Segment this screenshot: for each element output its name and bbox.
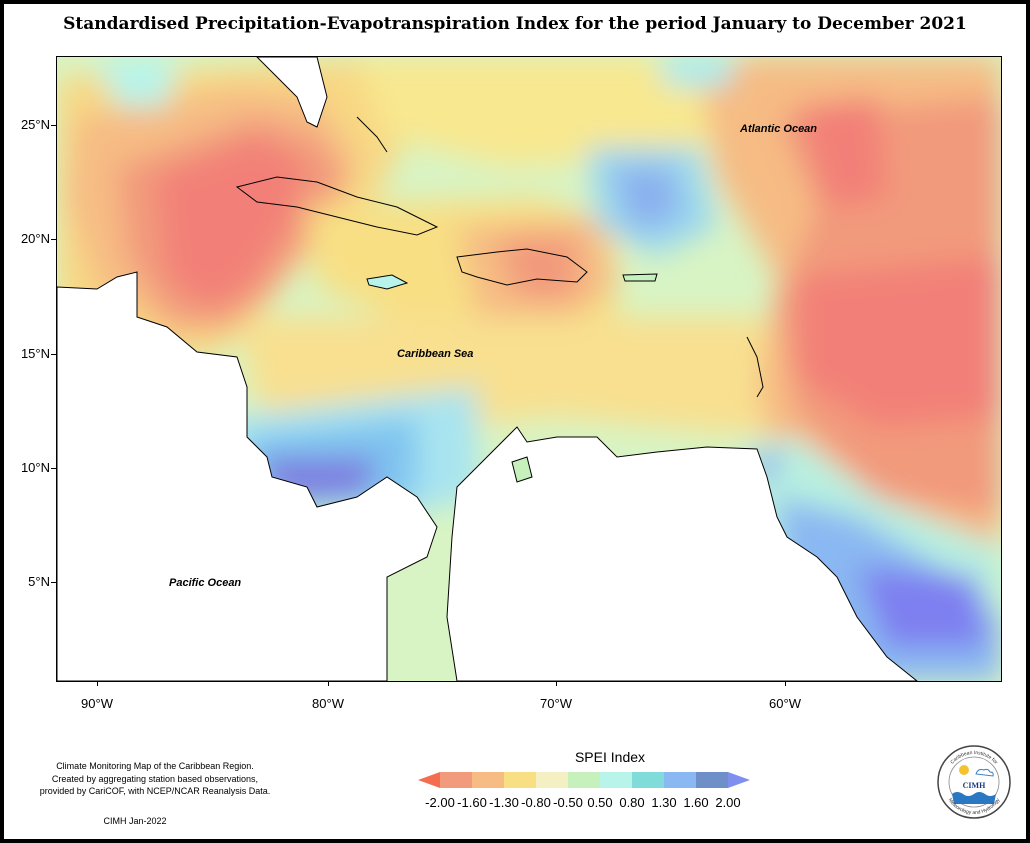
x-tick-label-70w: 70°W (540, 696, 572, 711)
legend-tick-label: 2.00 (715, 795, 741, 810)
legend-swatch (536, 772, 568, 788)
land-masses (57, 57, 918, 681)
label-atlantic-ocean: Atlantic Ocean (739, 123, 817, 135)
legend-arrow-low (418, 772, 440, 788)
legend-colorbar (418, 772, 750, 788)
x-tick (556, 681, 557, 686)
cimh-logo: CIMH Caribbean Institute for Meteorology… (937, 745, 1011, 819)
legend-arrow-high (728, 772, 750, 788)
y-tick (51, 125, 56, 126)
legend-swatch (664, 772, 696, 788)
spei-map[interactable]: Atlantic Ocean Caribbean Sea Pacific Oce… (56, 56, 1002, 682)
x-tick (97, 681, 98, 686)
y-tick (51, 582, 56, 583)
y-tick-label-15n: 15°N (20, 346, 50, 361)
spei-field (57, 57, 1001, 681)
x-tick-label-90w: 90°W (81, 696, 113, 711)
footnote: Climate Monitoring Map of the Caribbean … (20, 760, 290, 798)
legend-tick-label: -1.60 (457, 795, 487, 810)
legend-swatch (440, 772, 472, 788)
logo-acronym: CIMH (963, 781, 986, 790)
legend-tick-label: -0.50 (553, 795, 583, 810)
credit-text: CIMH Jan-2022 (103, 816, 167, 826)
y-tick-label-5n: 5°N (28, 574, 50, 589)
legend-tick-label: -0.80 (521, 795, 551, 810)
label-caribbean-sea: Caribbean Sea (397, 348, 473, 360)
x-tick-label-60w: 60°W (769, 696, 801, 711)
legend-tick-label: -1.30 (489, 795, 519, 810)
legend-swatch (568, 772, 600, 788)
sun-icon (959, 765, 969, 775)
legend-swatch (504, 772, 536, 788)
island-outlines (235, 116, 764, 483)
y-tick-label-10n: 10°N (20, 460, 50, 475)
legend-title: SPEI Index (574, 749, 646, 765)
cloud-icon (975, 768, 994, 777)
legend-swatch (472, 772, 504, 788)
y-tick (51, 468, 56, 469)
legend-tick-label: 0.50 (587, 795, 613, 810)
y-tick (51, 354, 56, 355)
y-tick (51, 239, 56, 240)
legend-tick-label: 1.30 (651, 795, 677, 810)
legend-tick-label: -2.00 (425, 795, 455, 810)
legend-swatch (696, 772, 728, 788)
legend-swatch (600, 772, 632, 788)
x-tick (328, 681, 329, 686)
label-pacific-ocean: Pacific Ocean (169, 577, 241, 589)
footnote-line-1: Climate Monitoring Map of the Caribbean … (56, 761, 254, 771)
legend-swatch (632, 772, 664, 788)
map-canvas: Atlantic Ocean Caribbean Sea Pacific Oce… (57, 57, 1001, 681)
x-tick (785, 681, 786, 686)
footnote-line-3: provided by CariCOF, with NCEP/NCAR Rean… (39, 786, 271, 796)
footnote-line-2: Created by aggregating station based obs… (51, 773, 259, 784)
x-tick-label-80w: 80°W (312, 696, 344, 711)
legend-tick-label: 1.60 (683, 795, 709, 810)
y-tick-label-25n: 25°N (20, 117, 50, 132)
map-title: Standardised Precipitation-Evapotranspir… (63, 14, 967, 34)
y-tick-label-20n: 20°N (20, 231, 50, 246)
legend-tick-label: 0.80 (619, 795, 645, 810)
waves-icon (952, 792, 996, 804)
